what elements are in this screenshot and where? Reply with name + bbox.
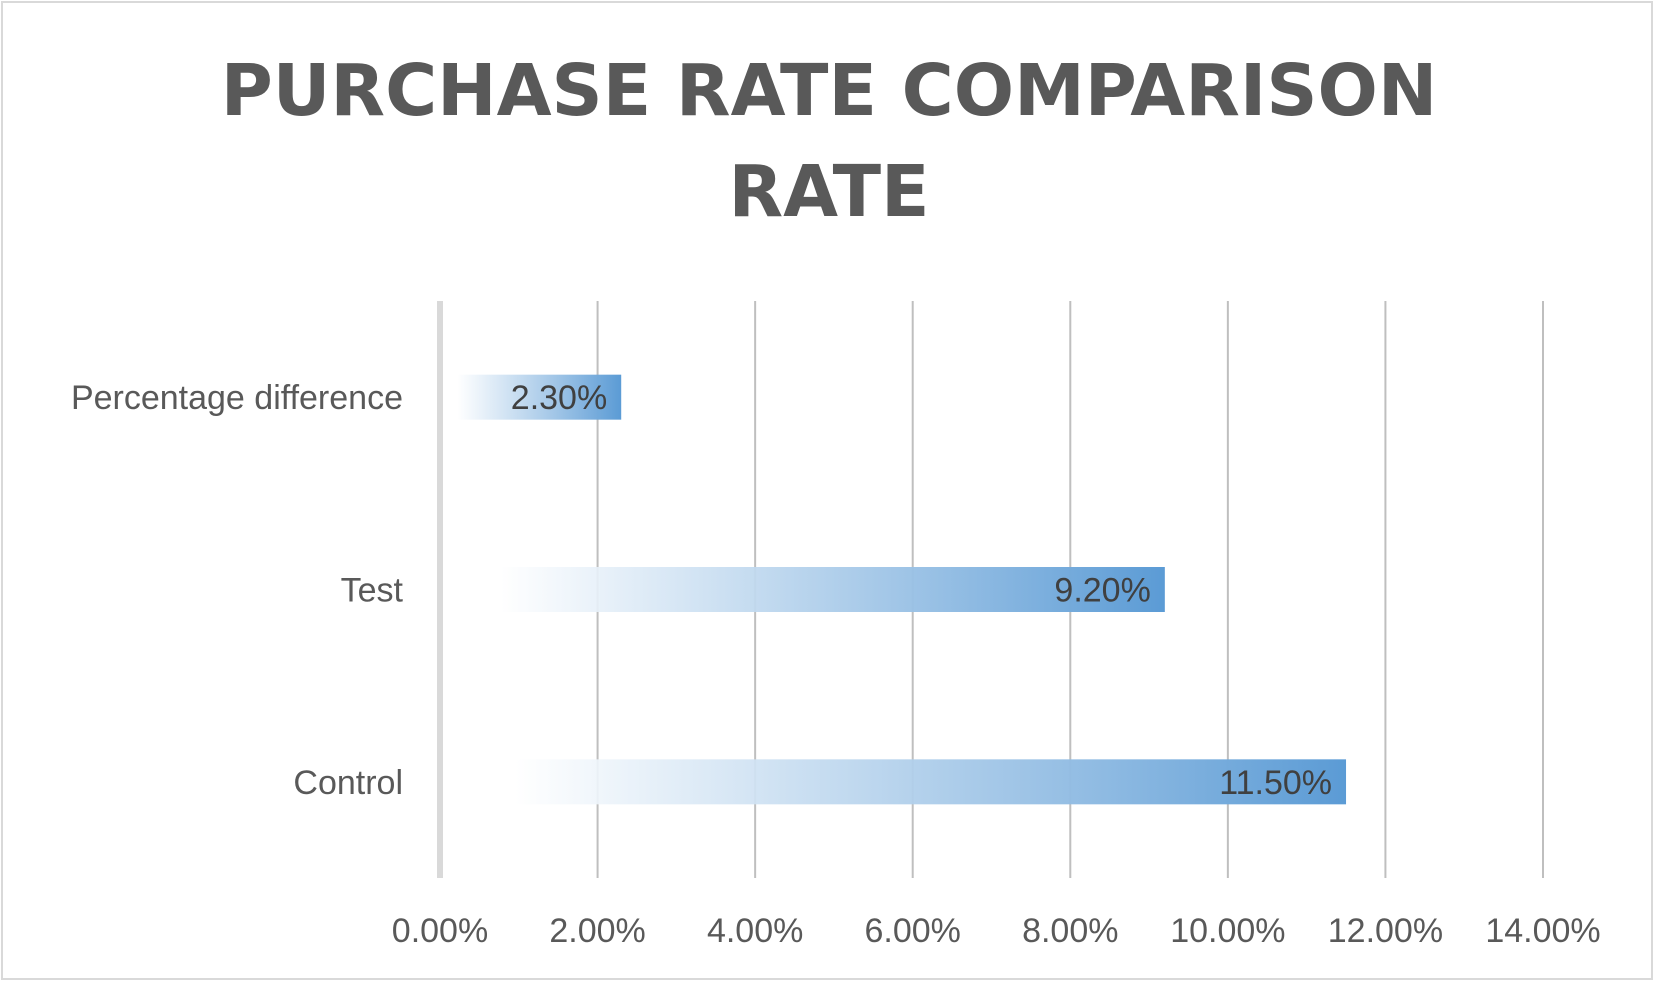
bar bbox=[443, 567, 1165, 612]
chart-title: PURCHASE RATE COMPARISON RATE bbox=[221, 49, 1438, 233]
x-tick-label: 10.00% bbox=[1170, 912, 1285, 950]
x-tick-label: 6.00% bbox=[865, 912, 961, 950]
x-tick-label: 14.00% bbox=[1485, 912, 1600, 950]
bar bbox=[443, 759, 1347, 805]
category-label: Percentage difference bbox=[71, 379, 403, 417]
x-tick-label: 0.00% bbox=[392, 912, 488, 950]
data-labels: 2.30% 9.20% 11.50% bbox=[511, 379, 1332, 802]
bar bbox=[443, 374, 622, 420]
bars bbox=[443, 374, 1347, 805]
category-label: Test bbox=[341, 572, 404, 610]
x-tick-label: 12.00% bbox=[1328, 912, 1443, 950]
chart-title-line-2: RATE bbox=[728, 150, 929, 233]
data-label: 11.50% bbox=[1219, 764, 1332, 802]
chart-title-line-1: PURCHASE RATE COMPARISON bbox=[221, 49, 1438, 132]
chart-svg: PURCHASE RATE COMPARISON RATE Percentage… bbox=[71, 49, 1601, 950]
data-label: 2.30% bbox=[511, 379, 607, 417]
x-tick-label: 2.00% bbox=[549, 912, 645, 950]
x-tick-label: 4.00% bbox=[707, 912, 803, 950]
category-labels: Percentage difference Test Control bbox=[71, 379, 404, 802]
data-label: 9.20% bbox=[1054, 572, 1150, 610]
x-tick-label: 8.00% bbox=[1022, 912, 1118, 950]
x-axis-tick-labels: 0.00% 2.00% 4.00% 6.00% 8.00% 10.00% 12.00% 14.… bbox=[392, 912, 1601, 950]
category-label: Control bbox=[293, 764, 403, 802]
